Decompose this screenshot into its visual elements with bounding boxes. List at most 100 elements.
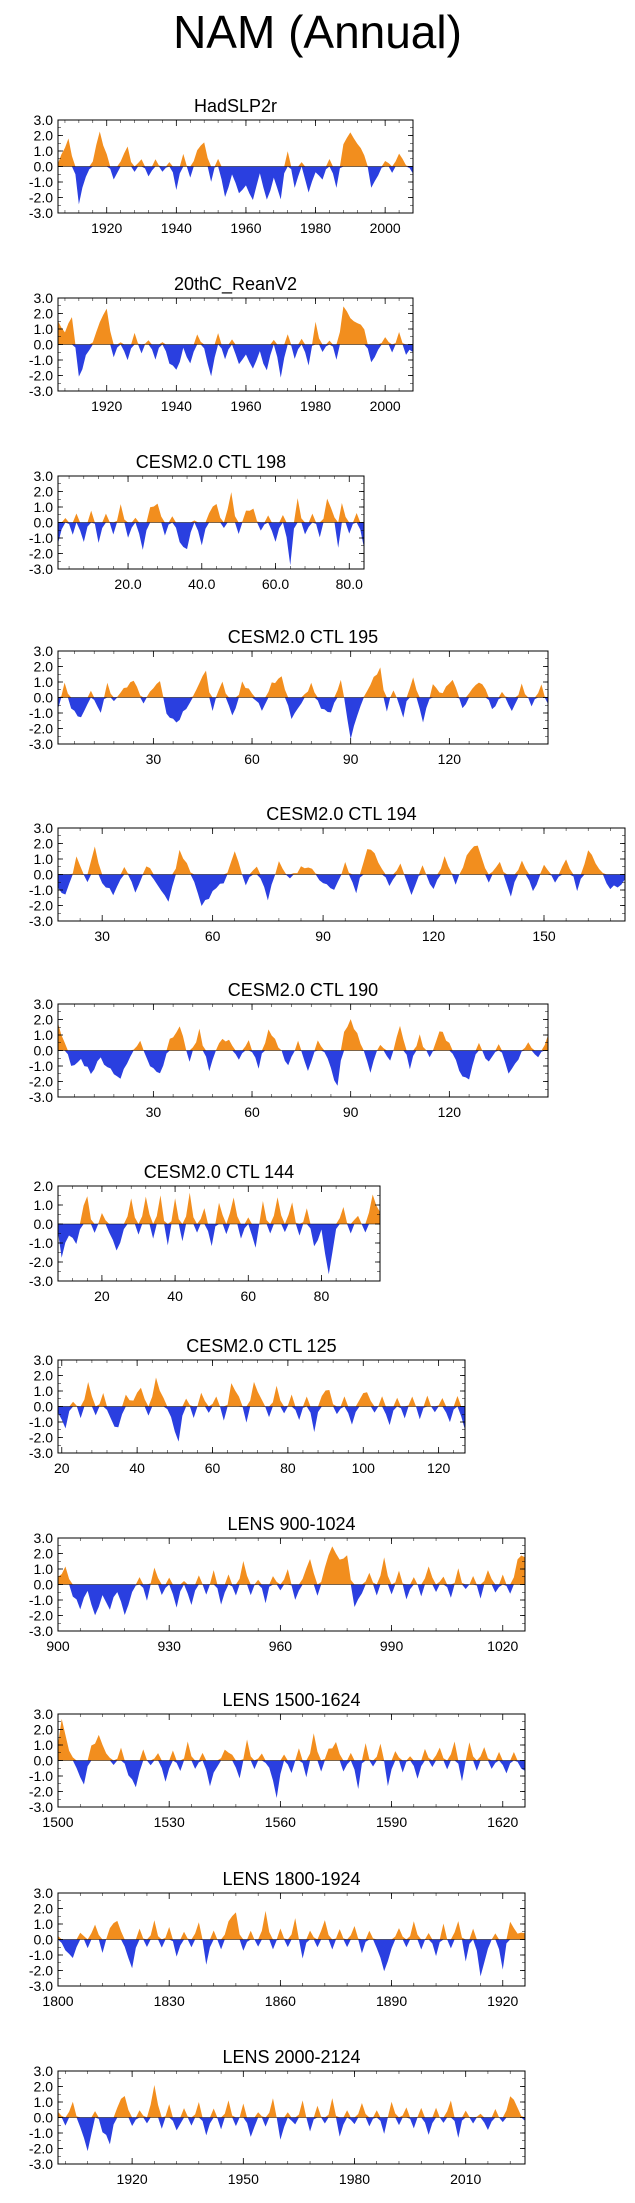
y-tick-label: 1.0 [34, 321, 54, 337]
y-tick-label: -1.0 [29, 1414, 53, 1430]
x-tick-label: 60 [240, 1288, 256, 1304]
x-tick-label: 1530 [154, 1814, 185, 1830]
y-tick-label: 0.0 [34, 1577, 54, 1593]
y-tick-label: 0.0 [34, 867, 54, 883]
negative-area [58, 874, 625, 907]
panel-cesm2-0-ctl-144: CESM2.0 CTL 144 2.0 1.0 0.0 -1.0 -2.0 -3.0 20 40… [29, 1162, 381, 1304]
x-tick-label: 2000 [370, 398, 401, 414]
panel-title: CESM2.0 CTL 198 [136, 452, 286, 472]
y-tick-label: 1.0 [34, 1561, 54, 1577]
panel-lens-1500-1624: LENS 1500-16243.02.01.00.0-1.0-2.0-3.015… [29, 1690, 526, 1830]
x-tick-label: 1950 [228, 2171, 259, 2187]
x-tick-label: 960 [269, 1638, 293, 1654]
y-tick-label: 0.0 [34, 159, 54, 175]
x-tick-label: 20 [94, 1288, 110, 1304]
x-tick-label: 1980 [339, 2171, 370, 2187]
x-tick-label: 100 [352, 1460, 376, 1476]
y-tick-label: -2.0 [29, 1608, 53, 1624]
x-tick-label: 1980 [300, 398, 331, 414]
y-tick-label: 0.0 [34, 1932, 54, 1948]
y-tick-label: -3.0 [29, 383, 53, 399]
x-tick-label: 20 [54, 1460, 70, 1476]
x-tick-label: 20.0 [114, 576, 141, 592]
x-tick-label: 2010 [450, 2171, 481, 2187]
y-tick-label: 0.0 [34, 2110, 54, 2126]
y-tick-label: 3.0 [34, 112, 54, 128]
x-tick-label: 900 [46, 1638, 70, 1654]
negative-area [58, 522, 364, 566]
y-tick-label: 1.0 [34, 851, 54, 867]
x-tick-label: 60 [205, 1460, 221, 1476]
x-tick-label: 80.0 [336, 576, 363, 592]
y-tick-label: -1.0 [29, 1592, 53, 1608]
x-tick-label: 1020 [487, 1638, 518, 1654]
y-tick-label: -2.0 [29, 1784, 53, 1800]
positive-area [58, 1019, 548, 1051]
x-tick-label: 120 [422, 928, 446, 944]
positive-area [58, 306, 413, 345]
y-tick-label: 3.0 [34, 820, 54, 836]
panel-hadslp2r: HadSLP2r 3.02.01.00.0-1.0-2.0-3.0 1920 1940… [29, 96, 414, 236]
y-tick-label: -2.0 [29, 1074, 53, 1090]
panel-title: CESM2.0 CTL 194 [266, 804, 416, 824]
panel-title: 20thC_ReanV2 [174, 274, 297, 295]
y-tick-label: -1.0 [29, 882, 53, 898]
panel-cesm2-0-ctl-190: CESM2.0 CTL 190 3.02.01.00.0-1.0-2.0-3.0 3… [29, 980, 549, 1120]
panel-cesm2-0-ctl-194: CESM2.0 CTL 194 3.02.01.00.0-1.0-2.0-3.0 3… [29, 804, 626, 944]
y-tick-label: -3.0 [29, 1978, 53, 1994]
y-tick-label: 1.0 [34, 2094, 54, 2110]
y-tick-label: 2.0 [34, 1368, 54, 1384]
y-tick-label: 3.0 [34, 1352, 54, 1368]
x-tick-label: 60 [205, 928, 221, 944]
x-tick-label: 1890 [376, 1993, 407, 2009]
positive-area [58, 667, 548, 698]
negative-area [58, 1050, 548, 1086]
y-tick-label: -3.0 [29, 1273, 53, 1289]
panel-title: HadSLP2r [194, 96, 277, 116]
y-tick-label: -3.0 [29, 205, 53, 221]
y-tick-label: -3.0 [29, 2156, 53, 2172]
y-tick-label: -2.0 [29, 898, 53, 914]
y-tick-label: 3.0 [34, 1706, 54, 1722]
panel-lens-900-1024: LENS 900-1024 3.02.01.00.0-1.0-2.0-3.0900… [29, 1514, 526, 1654]
negative-area [58, 1939, 525, 1977]
y-tick-label: 0.0 [34, 1043, 54, 1059]
y-tick-label: 2.0 [34, 2079, 54, 2095]
y-tick-label: 2.0 [34, 306, 54, 322]
x-tick-label: 40 [129, 1460, 145, 1476]
x-tick-label: 1940 [161, 220, 192, 236]
x-tick-label: 990 [380, 1638, 404, 1654]
panel-title: LENS 900-1024 [227, 1514, 355, 1534]
x-tick-label: 60 [244, 751, 260, 767]
positive-area [58, 1546, 525, 1585]
y-tick-label: -3.0 [29, 1623, 53, 1639]
negative-area [58, 166, 413, 205]
y-tick-label: 1.0 [34, 499, 54, 515]
negative-area [58, 697, 548, 740]
y-tick-label: 2.0 [34, 484, 54, 500]
y-tick-label: 0.0 [34, 1753, 54, 1769]
x-tick-label: 90 [315, 928, 331, 944]
positive-area [58, 492, 364, 523]
y-tick-label: -3.0 [29, 736, 53, 752]
y-tick-label: 1.0 [34, 143, 54, 159]
y-tick-label: -1.0 [29, 1058, 53, 1074]
y-tick-label: -3.0 [29, 1089, 53, 1105]
x-tick-label: 930 [158, 1638, 182, 1654]
x-tick-label: 2000 [370, 220, 401, 236]
x-tick-label: 1960 [230, 398, 261, 414]
y-tick-label: 2.0 [34, 1546, 54, 1562]
y-tick-label: -3.0 [29, 561, 53, 577]
y-tick-label: 2.0 [34, 836, 54, 852]
panel-title: LENS 1800-1924 [222, 1869, 360, 1889]
y-tick-label: 3.0 [34, 996, 54, 1012]
negative-area [58, 344, 413, 378]
y-tick-label: -2.0 [29, 1963, 53, 1979]
x-tick-label: 120 [438, 751, 462, 767]
y-tick-label: 3.0 [34, 1885, 54, 1901]
panel-title: CESM2.0 CTL 144 [144, 1162, 294, 1182]
y-tick-label: -2.0 [29, 546, 53, 562]
y-tick-label: 1.0 [34, 674, 54, 690]
negative-area [58, 1760, 525, 1799]
y-tick-label: 2.0 [34, 1901, 54, 1917]
